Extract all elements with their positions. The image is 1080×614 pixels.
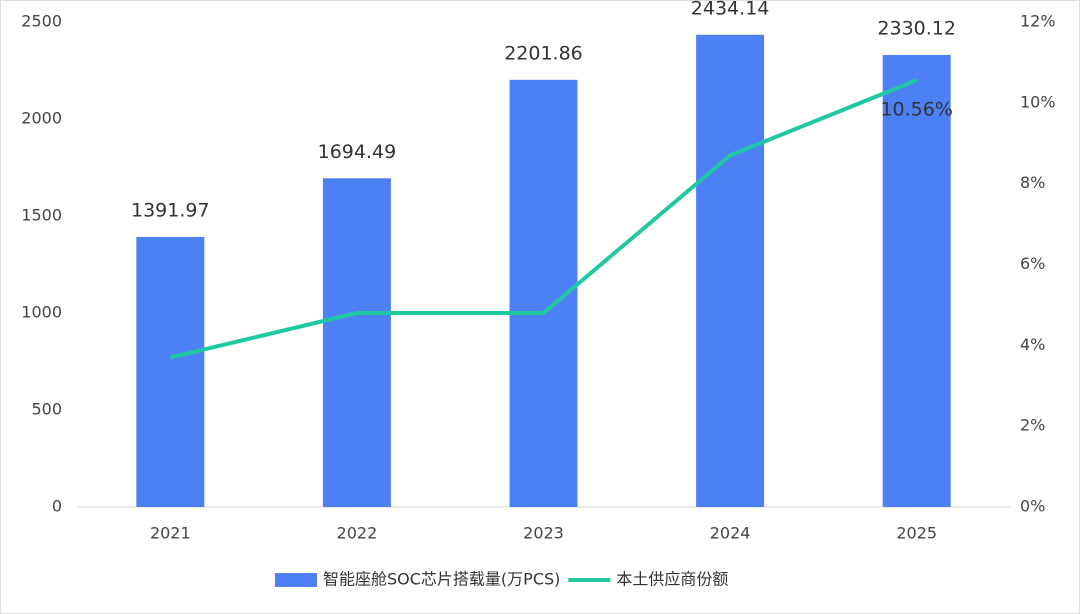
y2-tick-label: 6% xyxy=(1020,254,1045,273)
y-tick-label: 1500 xyxy=(21,206,62,225)
x-tick-label: 2025 xyxy=(896,524,937,543)
y-tick-label: 2000 xyxy=(21,109,62,128)
bar-value-label: 1391.97 xyxy=(131,199,210,221)
bar-value-label: 2201.86 xyxy=(504,42,583,64)
y-tick-label: 1000 xyxy=(21,303,62,322)
line xyxy=(169,78,918,360)
bar-value-label: 2330.12 xyxy=(877,17,956,39)
y2-tick-label: 2% xyxy=(1020,416,1045,435)
y2-tick-label: 10% xyxy=(1020,92,1056,111)
legend-label: 智能座舱SOC芯片搭载量(万PCS) xyxy=(323,570,560,589)
line-value-label: 10.56% xyxy=(880,99,952,121)
y2-tick-label: 12% xyxy=(1020,12,1056,31)
bar-value-label: 1694.49 xyxy=(318,141,397,163)
bar xyxy=(322,178,391,508)
y2-tick-label: 4% xyxy=(1020,335,1045,354)
y2-tick-label: 8% xyxy=(1020,173,1045,192)
bar-value-label: 2434.14 xyxy=(691,0,770,19)
y-tick-label: 500 xyxy=(31,400,62,419)
x-tick-label: 2022 xyxy=(337,524,378,543)
bar xyxy=(136,236,205,507)
y2-tick-label: 0% xyxy=(1020,497,1045,516)
bar xyxy=(882,54,951,507)
x-tick-label: 2023 xyxy=(523,524,564,543)
y-tick-label: 2500 xyxy=(21,12,62,31)
legend-label: 本土供应商份额 xyxy=(616,570,728,589)
y-tick-label: 0 xyxy=(52,497,62,516)
x-tick-label: 2021 xyxy=(150,524,191,543)
bar xyxy=(696,34,765,507)
x-tick-label: 2024 xyxy=(710,524,751,543)
legend-swatch xyxy=(275,573,317,587)
